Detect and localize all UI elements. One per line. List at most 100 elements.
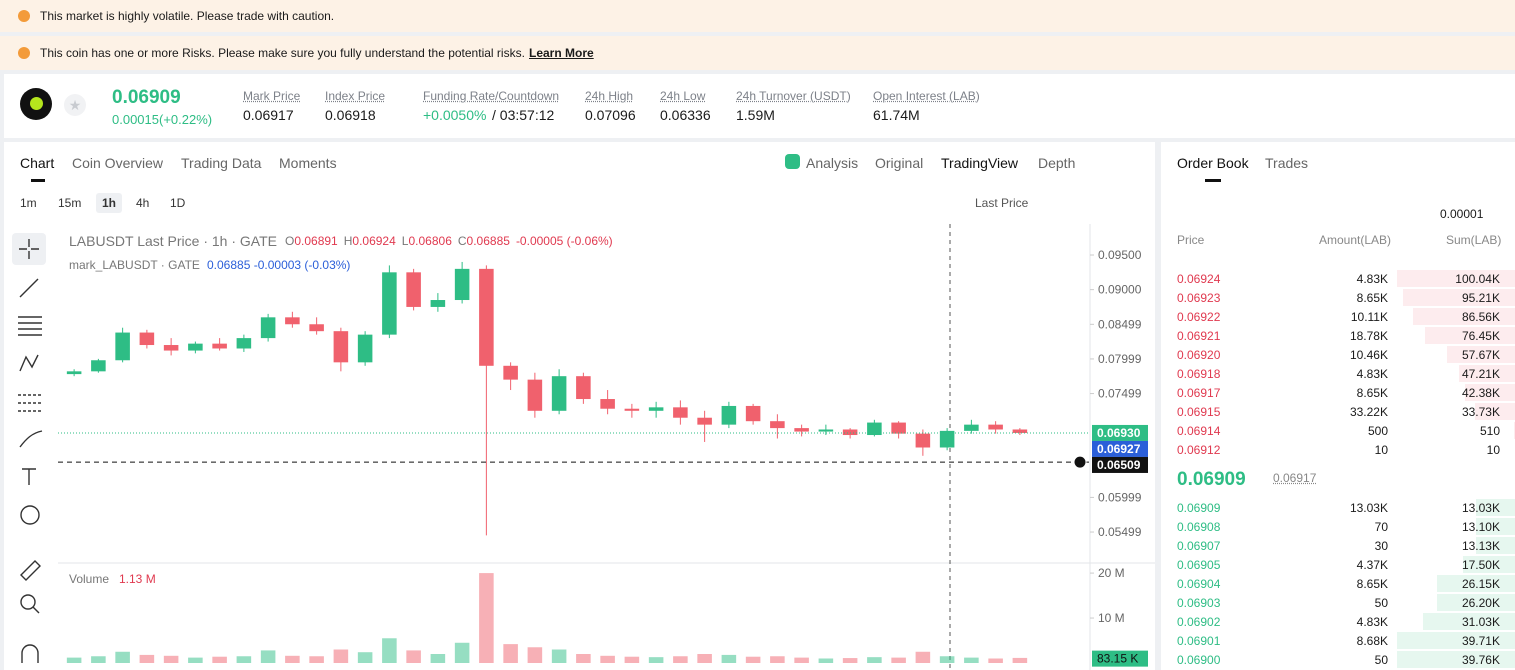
chart-tab[interactable]: Moments bbox=[279, 155, 337, 171]
ob-price: 0.06909 bbox=[1177, 501, 1221, 515]
ob-header: Amount(LAB) bbox=[1319, 233, 1392, 247]
volume-tick-label: 20 M bbox=[1098, 566, 1125, 580]
chart-tab[interactable]: Trading Data bbox=[181, 155, 262, 171]
volume-bar bbox=[115, 651, 130, 663]
depth-bar bbox=[1476, 499, 1515, 516]
stat-label: 24h High bbox=[585, 89, 634, 103]
candle-body bbox=[576, 376, 591, 400]
ob-price: 0.06904 bbox=[1177, 577, 1221, 591]
mark-values: 0.06885 -0.00003 (-0.03%) bbox=[207, 258, 351, 272]
volume-bar bbox=[891, 657, 906, 663]
interval[interactable]: 1D bbox=[170, 196, 186, 210]
price-source[interactable]: Last Price bbox=[975, 196, 1029, 210]
stat-value: 1.59M bbox=[736, 107, 775, 123]
candle-body bbox=[818, 429, 834, 432]
precision[interactable]: 0.00001 bbox=[1440, 207, 1484, 221]
candle-body bbox=[91, 360, 106, 372]
pattern-icon[interactable] bbox=[19, 354, 39, 372]
legend-value: 0.06924 bbox=[352, 234, 396, 248]
ob-amount: 10 bbox=[1374, 443, 1388, 457]
candle-body bbox=[673, 407, 688, 418]
ob-amount: 10.11K bbox=[1350, 310, 1388, 324]
legend-value: 0.06806 bbox=[408, 234, 452, 248]
ob-tab[interactable]: Trades bbox=[1265, 155, 1309, 171]
magnet-icon[interactable] bbox=[21, 644, 39, 663]
price-badge bbox=[1092, 456, 1148, 473]
crosshair-icon[interactable] bbox=[19, 239, 39, 259]
stat-value-extra: / 03:57:12 bbox=[492, 107, 555, 123]
volume-bar bbox=[721, 654, 737, 663]
volume-bar bbox=[357, 652, 373, 663]
volume-value: 1.13 M bbox=[119, 572, 156, 586]
ob-tab[interactable]: Order Book bbox=[1177, 155, 1249, 171]
interval[interactable]: 1h bbox=[96, 193, 123, 213]
trendline-icon[interactable] bbox=[19, 278, 39, 298]
ob-sum: 13.13K bbox=[1461, 539, 1500, 553]
candle-body bbox=[236, 338, 252, 349]
fib-icon[interactable] bbox=[18, 316, 42, 336]
ob-price: 0.06900 bbox=[1177, 653, 1221, 667]
volume-tick-label: 10 M bbox=[1098, 611, 1125, 625]
candlestick-chart: 0.09500 0.09000 0.08499 0.07999 0.07499 0.059… bbox=[58, 224, 1155, 670]
candle-body bbox=[842, 429, 858, 436]
ob-amount: 30 bbox=[1374, 539, 1388, 553]
candle-body bbox=[479, 268, 494, 366]
volume-bar bbox=[939, 656, 955, 663]
ob-price: 0.06923 bbox=[1177, 291, 1221, 305]
candle-body bbox=[745, 405, 761, 422]
projection-icon[interactable] bbox=[18, 394, 42, 412]
ob-amount: 70 bbox=[1374, 520, 1388, 534]
ob-sum: 13.10K bbox=[1461, 520, 1500, 534]
text-icon[interactable] bbox=[22, 468, 36, 485]
learn-more-link[interactable]: Learn More bbox=[529, 46, 594, 60]
stat-value: +0.0050% bbox=[423, 107, 487, 123]
brush-icon[interactable] bbox=[19, 430, 43, 448]
volume-bar bbox=[915, 651, 931, 663]
volume-bar bbox=[430, 654, 446, 663]
stat-label: Index Price bbox=[325, 89, 386, 103]
view-tab[interactable]: TradingView bbox=[941, 155, 1019, 171]
volume-title: Volume bbox=[69, 572, 109, 586]
ob-amount: 4.37K bbox=[1356, 558, 1388, 572]
interval[interactable]: 4h bbox=[136, 196, 150, 210]
stat-value: 0.07096 bbox=[585, 107, 636, 123]
depth-bar bbox=[1397, 632, 1515, 649]
ob-mark-price: 0.06917 bbox=[1273, 471, 1317, 485]
depth-bar bbox=[1465, 384, 1515, 401]
view-tab[interactable]: Analysis bbox=[806, 155, 859, 171]
tool-selected[interactable] bbox=[12, 233, 46, 265]
chart-tab[interactable]: Coin Overview bbox=[72, 155, 164, 171]
interval[interactable]: 15m bbox=[58, 196, 82, 210]
ob-price: 0.06902 bbox=[1177, 615, 1221, 629]
ob-amount: 8.68K bbox=[1356, 634, 1388, 648]
ob-amount: 8.65K bbox=[1356, 291, 1388, 305]
ruler-icon[interactable] bbox=[20, 560, 41, 581]
favorite-star[interactable]: ★ bbox=[64, 94, 86, 116]
view-tab[interactable]: Original bbox=[875, 155, 924, 171]
volume-bar bbox=[964, 657, 979, 663]
zoom-icon[interactable] bbox=[20, 594, 36, 610]
volume-bar bbox=[139, 654, 155, 663]
crosshair-plus bbox=[1073, 455, 1087, 469]
ob-price: 0.06921 bbox=[1177, 329, 1221, 343]
ob-amount: 33.22K bbox=[1349, 405, 1388, 419]
ob-amount: 4.83K bbox=[1356, 615, 1388, 629]
chart-tab[interactable]: Chart bbox=[20, 155, 55, 171]
ticker-panel: ★ bbox=[4, 74, 1515, 138]
candle-body bbox=[551, 376, 567, 411]
candle-body bbox=[382, 272, 397, 335]
mark-symbol: mark_LABUSDT · GATE bbox=[69, 258, 200, 272]
volume-bar bbox=[479, 573, 494, 663]
depth-bar bbox=[1459, 365, 1515, 382]
candle-body bbox=[309, 324, 324, 332]
view-tab[interactable]: Depth bbox=[1038, 155, 1076, 171]
volume-bar bbox=[551, 649, 567, 663]
ob-price: 0.06901 bbox=[1177, 634, 1221, 648]
interval[interactable]: 1m bbox=[20, 196, 37, 210]
emoji-icon[interactable] bbox=[20, 505, 40, 525]
volume-bar bbox=[527, 647, 543, 663]
price-badge-label: 0.06927 bbox=[1097, 442, 1141, 456]
ob-tab-indicator bbox=[1205, 179, 1221, 182]
candle-body bbox=[939, 430, 955, 448]
